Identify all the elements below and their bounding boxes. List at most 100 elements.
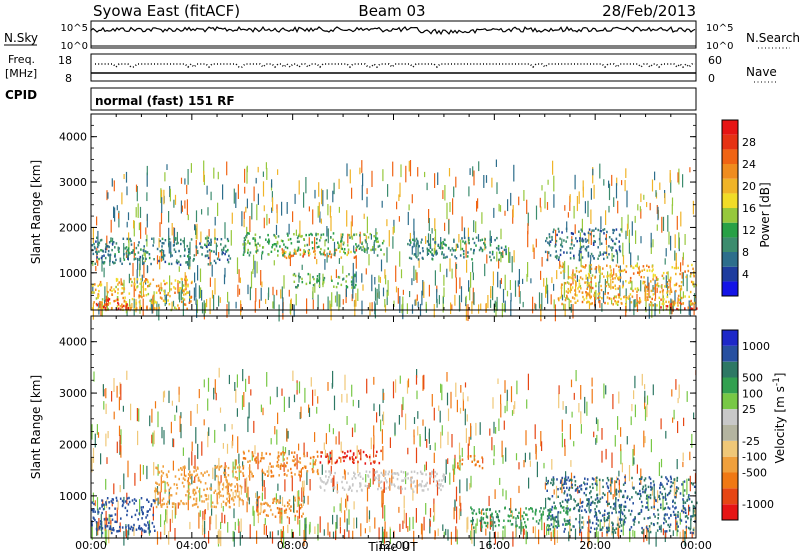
power-colorbar-tick-2: 12	[742, 224, 756, 237]
heatmap-cell	[545, 285, 547, 298]
freq-tick-18: 18	[58, 54, 72, 67]
heatmap-region-2-cell	[161, 245, 163, 248]
heatmap-region-6-cell	[564, 298, 567, 302]
heatmap-region-4-cell	[106, 299, 108, 302]
heatmap-region-2-cell	[155, 489, 158, 493]
heatmap-region-3-cell	[421, 489, 424, 492]
heatmap-region-2-cell	[184, 248, 186, 251]
heatmap-cell	[616, 177, 618, 186]
heatmap-cell	[485, 528, 487, 536]
heatmap-cell	[209, 251, 211, 266]
heatmap-region-2-cell	[160, 470, 163, 473]
heatmap-region-6-cell	[559, 502, 561, 505]
heatmap-region-2-cell	[195, 246, 198, 249]
heatmap-region-0-cell	[308, 233, 310, 237]
heatmap-region-0-cell	[317, 233, 319, 236]
heatmap-region-8-cell	[586, 239, 589, 242]
heatmap-cell	[466, 414, 468, 422]
heatmap-region-6-cell	[665, 300, 667, 303]
heatmap-region-2-cell	[127, 247, 130, 250]
heatmap-region-5-cell	[145, 524, 147, 527]
heatmap-region-6-cell	[570, 283, 572, 286]
heatmap-cell	[411, 304, 414, 314]
heatmap-cell	[464, 382, 467, 388]
heatmap-region-6-cell	[694, 491, 697, 494]
heatmap-cell	[616, 253, 619, 264]
heatmap-cell	[611, 252, 613, 261]
heatmap-region-6-cell	[694, 301, 696, 305]
heatmap-region-1-cell	[303, 465, 306, 468]
heatmap-region-0-cell	[249, 242, 251, 245]
heatmap-cell	[298, 272, 300, 283]
heatmap-cell	[348, 509, 350, 525]
heatmap-cell	[413, 231, 415, 248]
heatmap-region-2-cell	[222, 246, 225, 250]
heatmap-region-6-cell	[595, 282, 597, 285]
heatmap-cell	[437, 172, 439, 185]
heatmap-region-0-cell	[244, 243, 247, 246]
heatmap-region-3-cell	[141, 295, 143, 299]
heatmap-cell	[303, 495, 305, 504]
y-tick-label-2: 3000	[59, 387, 87, 400]
heatmap-region-2-cell	[188, 257, 190, 261]
heatmap-region-0-cell	[298, 240, 300, 243]
heatmap-region-8-cell	[581, 256, 584, 259]
heatmap-cell	[680, 211, 682, 227]
heatmap-cell	[433, 468, 435, 483]
heatmap-region-3-cell	[401, 479, 403, 482]
heatmap-region-2-cell	[162, 255, 165, 258]
heatmap-region-6-cell	[643, 276, 645, 279]
heatmap-region-5-cell	[111, 498, 114, 501]
heatmap-cell	[675, 379, 677, 390]
freq-label-line2: [MHz]	[5, 67, 37, 80]
heatmap-cell	[281, 530, 284, 538]
heatmap-cell	[426, 248, 428, 257]
heatmap-cell	[260, 270, 262, 286]
nsky-panel: N.Sky 10^5 10^0 10^5 10^0 N.Search	[4, 20, 800, 52]
heatmap-cell	[620, 448, 622, 465]
heatmap-region-6-cell	[656, 529, 659, 532]
heatmap-cell	[686, 274, 688, 292]
heatmap-region-5-cell	[500, 246, 503, 249]
heatmap-cell	[610, 278, 612, 290]
heatmap-region-8-cell	[301, 515, 303, 518]
heatmap-region-2-cell	[214, 466, 216, 469]
heatmap-cell	[637, 204, 639, 211]
heatmap-region-6-cell	[606, 516, 609, 519]
heatmap-region-8-cell	[259, 512, 261, 515]
heatmap-cell	[511, 410, 514, 416]
heatmap-cell	[373, 425, 375, 437]
heatmap-cell	[626, 436, 628, 445]
heatmap-region-0-cell	[329, 451, 332, 455]
colorbar-swatch	[722, 134, 738, 150]
heatmap-region-3-cell	[183, 298, 186, 301]
heatmap-region-5-cell	[479, 239, 482, 242]
heatmap-cell	[222, 184, 224, 200]
heatmap-region-2-cell	[96, 252, 98, 256]
heatmap-region-3-cell	[128, 292, 131, 295]
heatmap-cell	[588, 498, 590, 512]
heatmap-region-6-cell	[689, 528, 691, 531]
heatmap-region-0-cell	[319, 251, 321, 254]
heatmap-region-8-cell	[273, 499, 275, 503]
heatmap-cell	[217, 202, 219, 217]
heatmap-region-8-cell	[576, 240, 578, 243]
heatmap-region-6-cell	[682, 504, 685, 508]
heatmap-cell	[166, 164, 168, 170]
heatmap-region-6-cell	[644, 488, 647, 492]
heatmap-region-5-cell	[147, 527, 150, 530]
heatmap-cell	[413, 265, 415, 281]
heatmap-cell	[243, 219, 245, 228]
heatmap-cell	[346, 163, 348, 177]
heatmap-region-3-cell	[152, 278, 155, 281]
heatmap-region-7-cell	[530, 507, 532, 510]
heatmap-cell	[510, 386, 513, 403]
heatmap-region-3-cell	[334, 471, 336, 475]
heatmap-region-2-cell	[236, 466, 239, 469]
heatmap-region-8-cell	[266, 502, 268, 505]
heatmap-cell	[523, 190, 525, 201]
heatmap-cell	[308, 237, 310, 246]
heatmap-cell	[373, 403, 375, 411]
heatmap-region-7-cell	[486, 508, 489, 511]
heatmap-region-2-cell	[215, 252, 217, 255]
